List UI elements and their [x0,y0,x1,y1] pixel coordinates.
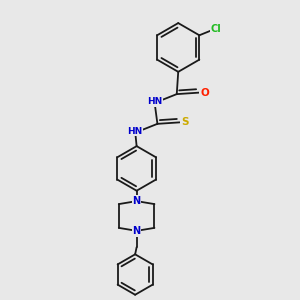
Text: S: S [181,117,189,128]
Text: N: N [133,226,141,236]
Text: HN: HN [147,97,162,106]
Text: O: O [200,88,209,98]
Text: HN: HN [128,127,143,136]
Text: N: N [133,196,141,206]
Text: Cl: Cl [210,24,221,34]
